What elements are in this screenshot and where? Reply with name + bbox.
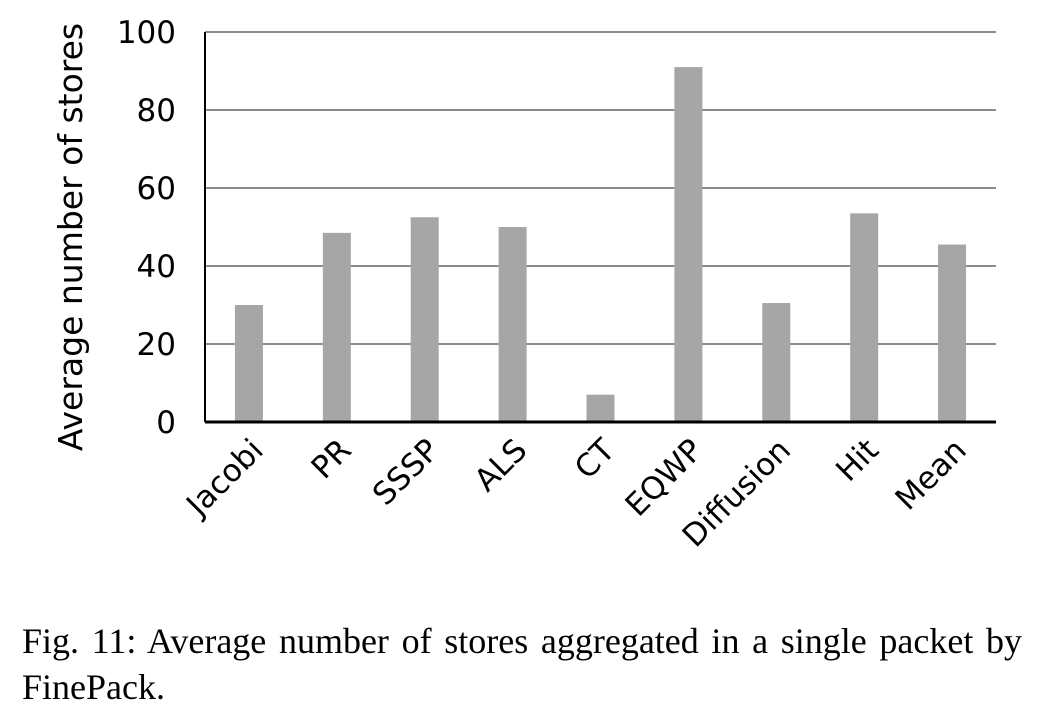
y-axis-label: Average number of stores — [51, 23, 90, 451]
x-tick-label: Mean — [889, 432, 974, 517]
y-tick-label: 0 — [156, 405, 176, 441]
figure-caption: Fig. 11: Average number of stores aggreg… — [22, 621, 1022, 707]
x-tick-label: Hit — [829, 432, 886, 489]
y-tick-label: 60 — [137, 171, 176, 207]
x-tick-label: PR — [305, 432, 359, 486]
bar — [762, 303, 791, 422]
bar — [938, 244, 967, 422]
x-tick-label: CT — [568, 431, 623, 486]
bar — [586, 394, 615, 422]
bars — [234, 67, 967, 422]
bar — [410, 217, 439, 422]
y-tick-label: 80 — [137, 93, 176, 129]
bar — [850, 213, 879, 422]
x-tick-label: SSSP — [366, 432, 446, 512]
x-tick-label: Jacobi — [178, 432, 270, 524]
axes — [204, 32, 996, 424]
bar — [498, 227, 527, 422]
y-tick-labels: 0 20 40 60 80 100 — [117, 15, 176, 441]
bar — [322, 232, 351, 422]
bar — [234, 305, 263, 422]
bar — [674, 67, 703, 422]
x-tick-label: ALS — [468, 432, 535, 499]
y-tick-label: 20 — [137, 327, 176, 363]
y-tick-label: 100 — [117, 15, 176, 51]
y-tick-label: 40 — [137, 249, 176, 285]
